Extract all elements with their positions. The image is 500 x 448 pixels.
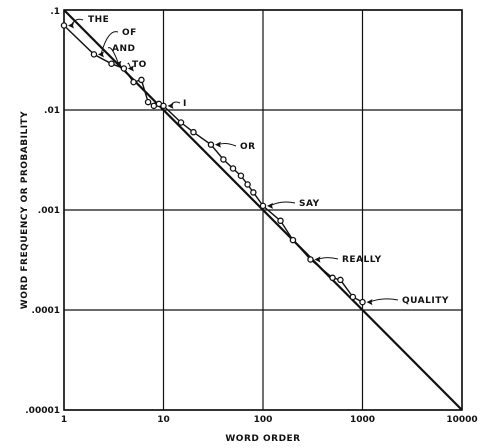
annotation-leader <box>317 257 339 260</box>
annotation-arrowhead <box>115 60 122 67</box>
x-axis-title: WORD ORDER <box>225 434 300 444</box>
plot-frame <box>63 9 463 411</box>
x-tick-label: 1000 <box>350 415 375 425</box>
annotation-arrowhead <box>97 51 104 58</box>
data-point <box>120 65 128 72</box>
y-tick-label: .1 <box>50 7 60 17</box>
annotation-arrowhead <box>314 256 321 263</box>
y-tick-label: .001 <box>38 206 60 216</box>
data-point <box>138 76 145 84</box>
annotation-leader <box>107 47 119 64</box>
annotation-label: OR <box>240 142 256 152</box>
y-tick-label: .00001 <box>25 406 60 416</box>
y-tick-label: .0001 <box>32 306 60 316</box>
data-point <box>349 293 357 301</box>
annotation-leader <box>217 142 237 147</box>
x-tick-label: 10000 <box>446 415 477 425</box>
data-point <box>150 102 158 110</box>
data-point <box>207 141 215 148</box>
x-tick-label: 10 <box>157 415 170 425</box>
data-point <box>60 22 68 29</box>
x-tick-label: 100 <box>254 415 273 425</box>
annotation-label: THE <box>88 15 109 25</box>
annotation-label: SAY <box>299 199 320 209</box>
data-point <box>90 51 98 58</box>
annotation-leader <box>369 298 399 303</box>
data-point <box>237 172 245 180</box>
tick-labels: 1 10 100 1000 10000 .1 .01 .001 .0001 .00001 <box>25 7 477 425</box>
data-point <box>220 156 227 163</box>
data-point <box>329 274 336 282</box>
grid <box>63 9 463 411</box>
data-point <box>337 276 344 284</box>
annotation-arrowhead <box>267 202 273 209</box>
data-point <box>160 102 167 110</box>
data-point <box>277 217 284 225</box>
annotation-leader <box>269 201 296 207</box>
annotations-layer: THE OF AND TO I OR SAY REALLY QUALITY <box>68 15 449 306</box>
annotation-label: REALLY <box>342 255 382 265</box>
annotation-label: I <box>183 99 187 109</box>
annotation-arrowhead <box>68 22 74 29</box>
annotation-label: AND <box>112 44 135 54</box>
data-point <box>289 236 297 244</box>
series-layer <box>60 22 366 306</box>
data-point <box>177 119 185 126</box>
data-point <box>144 98 152 106</box>
data-point <box>130 78 137 86</box>
annotation-label: TO <box>132 60 147 70</box>
data-point <box>307 256 314 263</box>
annotation-arrowhead <box>366 299 373 306</box>
data-point <box>229 165 237 172</box>
data-point <box>190 128 197 136</box>
annotation-arrowhead <box>127 65 134 72</box>
data-point <box>244 181 251 188</box>
data-point <box>359 298 366 306</box>
annotation-arrowhead <box>214 141 221 148</box>
annotation-leader <box>100 31 119 55</box>
y-axis-title: WORD FREQUENCY OR PROBABILITY <box>20 111 30 309</box>
annotation-label: OF <box>122 28 137 38</box>
x-tick-label: 1 <box>61 415 67 425</box>
data-point <box>259 202 267 210</box>
y-tick-label: .01 <box>44 106 60 116</box>
data-point <box>250 189 257 196</box>
data-point <box>108 60 115 68</box>
annotation-arrowhead <box>167 102 174 109</box>
annotation-label: QUALITY <box>402 296 449 306</box>
